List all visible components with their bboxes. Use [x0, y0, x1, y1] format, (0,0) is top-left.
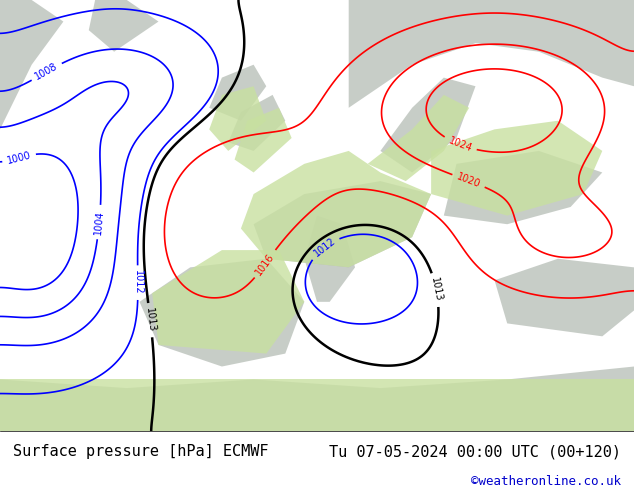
- Text: 1013: 1013: [429, 277, 444, 303]
- Text: 1024: 1024: [447, 136, 474, 154]
- Text: 1008: 1008: [34, 61, 60, 82]
- Text: 1012: 1012: [133, 270, 143, 295]
- Text: ©weatheronline.co.uk: ©weatheronline.co.uk: [471, 475, 621, 488]
- Text: 1020: 1020: [455, 172, 482, 190]
- Text: Surface pressure [hPa] ECMWF: Surface pressure [hPa] ECMWF: [13, 444, 268, 459]
- Text: 1000: 1000: [6, 150, 32, 166]
- Text: 1004: 1004: [93, 209, 105, 235]
- Text: Tu 07-05-2024 00:00 UTC (00+120): Tu 07-05-2024 00:00 UTC (00+120): [329, 444, 621, 459]
- Text: 1016: 1016: [254, 251, 276, 277]
- Text: 1013: 1013: [144, 307, 157, 333]
- Text: 1012: 1012: [312, 236, 337, 259]
